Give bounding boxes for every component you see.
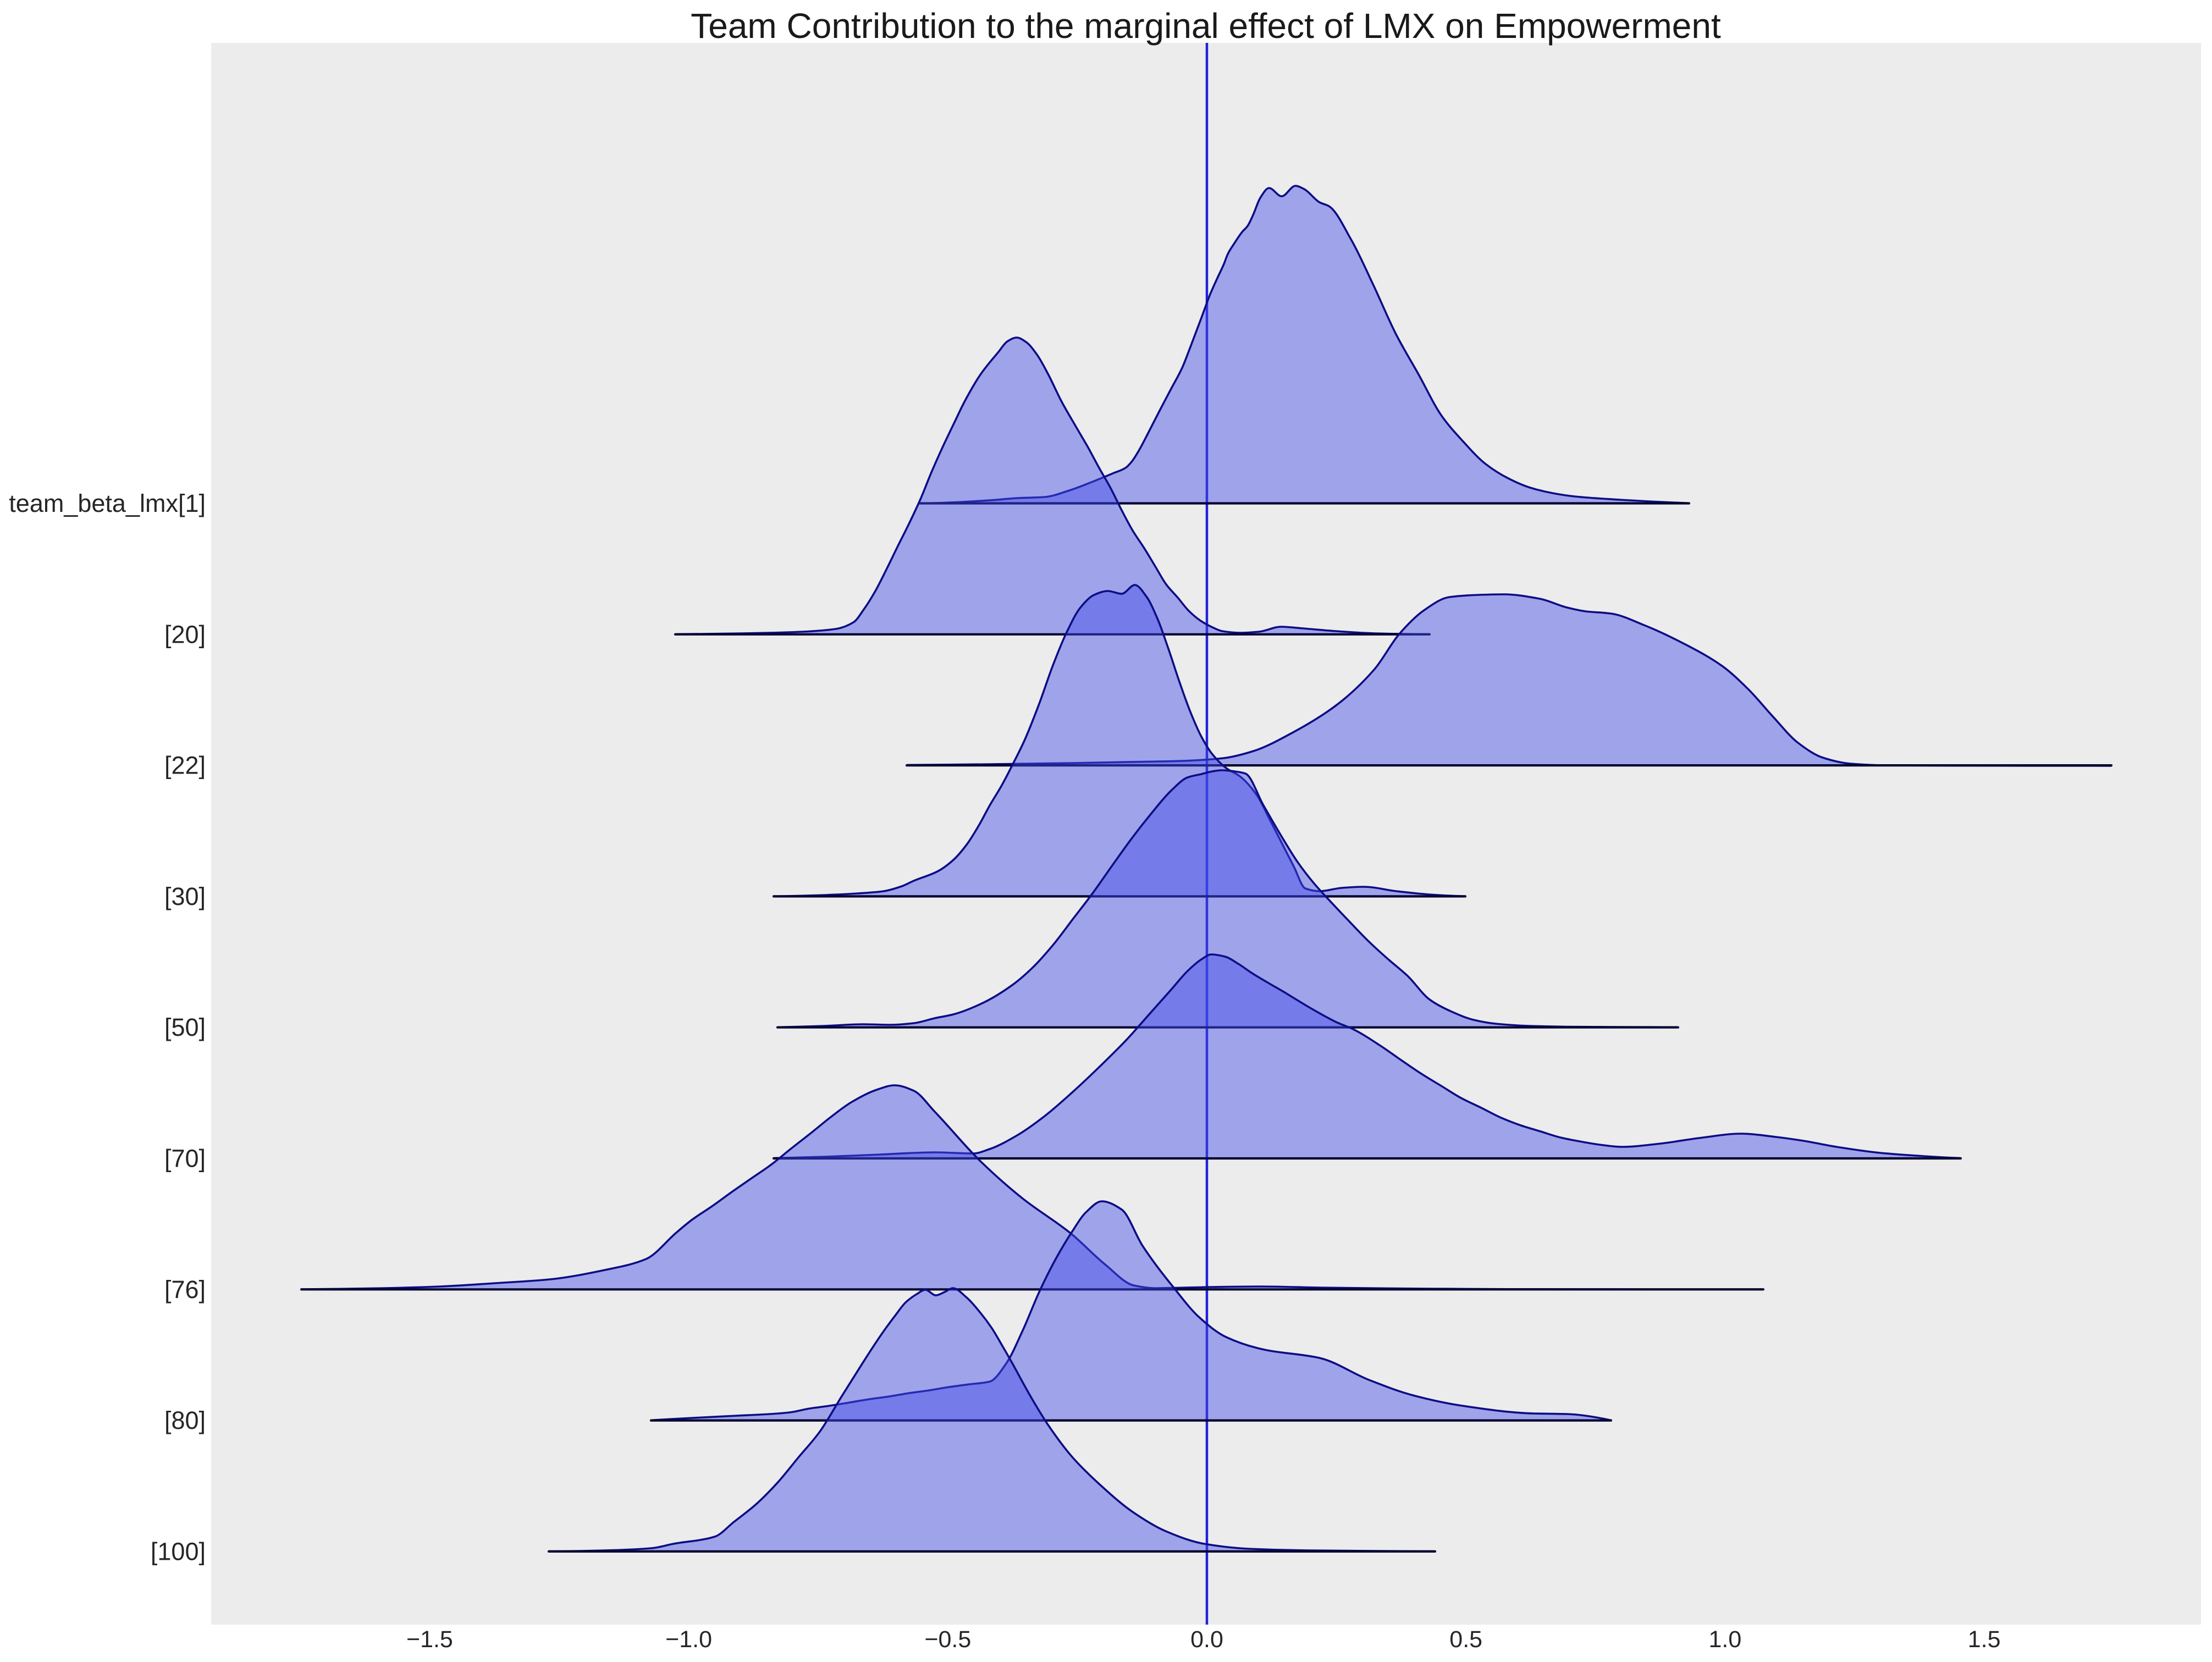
svg-text:[50]: [50]	[164, 1013, 206, 1041]
svg-text:0.0: 0.0	[1190, 1626, 1223, 1653]
svg-text:0.5: 0.5	[1449, 1626, 1482, 1653]
svg-text:−1.5: −1.5	[406, 1626, 453, 1653]
svg-text:−0.5: −0.5	[924, 1626, 971, 1653]
svg-text:[30]: [30]	[164, 882, 206, 910]
svg-text:team_beta_lmx[1]: team_beta_lmx[1]	[9, 489, 206, 517]
svg-text:[22]: [22]	[164, 752, 206, 780]
svg-text:1.0: 1.0	[1709, 1626, 1742, 1653]
svg-text:[100]: [100]	[151, 1537, 206, 1565]
svg-text:[80]: [80]	[164, 1406, 206, 1434]
svg-text:[76]: [76]	[164, 1276, 206, 1304]
svg-text:Team Contribution to the margi: Team Contribution to the marginal effect…	[691, 6, 1721, 46]
svg-text:−1.0: −1.0	[665, 1626, 712, 1653]
svg-text:[70]: [70]	[164, 1145, 206, 1173]
svg-text:1.5: 1.5	[1968, 1626, 2001, 1653]
svg-text:[20]: [20]	[164, 620, 206, 648]
